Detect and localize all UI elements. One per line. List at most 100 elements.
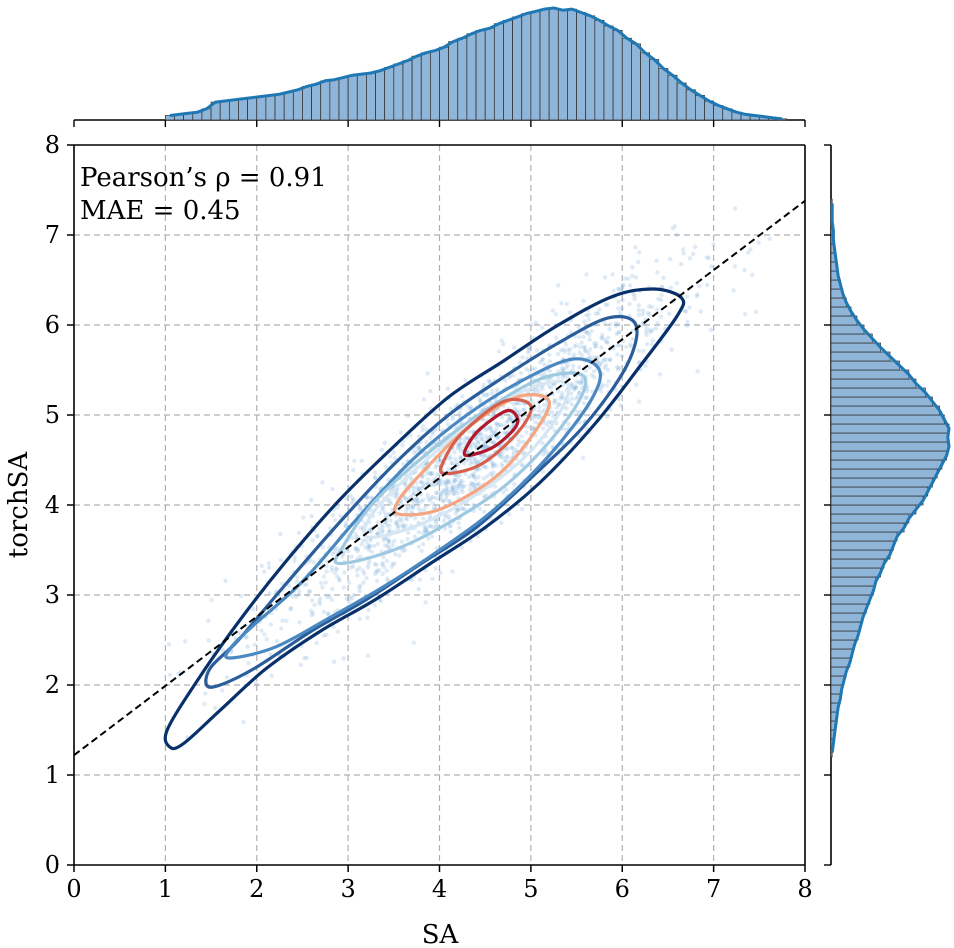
scatter-point [489,440,495,445]
scatter-point [455,446,461,451]
scatter-point [592,375,597,380]
scatter-point [461,506,466,512]
scatter-point [541,452,546,457]
scatter-point [358,583,363,588]
scatter-point [683,309,689,314]
scatter-point [457,525,462,531]
scatter-point [753,309,759,315]
scatter-point [533,320,539,325]
scatter-point [264,637,269,642]
scatter-point [427,523,432,529]
scatter-point [388,454,393,459]
scatter-point [182,639,188,644]
scatter-point [640,311,645,317]
scatter-point [298,662,303,668]
marginal-y-kde [830,203,951,753]
scatter-point [380,525,385,530]
scatter-point [414,496,420,501]
scatter-point [556,389,561,394]
scatter-point [481,382,487,387]
scatter-point [424,482,430,487]
scatter-point [530,426,535,431]
scatter-point [530,367,535,372]
scatter-point [480,457,485,462]
scatter-point [540,409,545,414]
scatter-point [529,322,534,327]
scatter-point [416,487,422,492]
scatter-point [586,312,592,317]
scatter-point [468,462,473,467]
scatter-point [349,554,354,559]
scatter-point [644,332,649,338]
scatter-point [433,520,439,526]
scatter-point [550,410,555,415]
scatter-point [419,480,424,485]
scatter-point [579,353,584,358]
marginal-x-bar [338,77,349,121]
scatter-point [580,455,586,460]
scatter-point [390,561,395,566]
scatter-point [343,524,349,529]
scatter-point [474,436,479,442]
axes [67,144,806,872]
marginal-x-bar [384,67,395,121]
scatter-point [461,440,467,445]
scatter-point [383,513,389,518]
y-tick-label: 0 [45,851,60,879]
scatter-point [619,306,625,311]
marginal-y-bar [830,378,917,389]
scatter-point [476,440,481,445]
scatter-point [464,435,470,441]
scatter-point [661,275,666,280]
scatter-point [451,485,456,490]
scatter-point [394,520,399,525]
scatter-point [656,296,661,302]
scatter-point [421,481,426,486]
scatter-point [633,245,638,250]
kde-contours [163,287,686,751]
marginal-x-bar [329,79,340,121]
scatter-point [637,250,642,255]
scatter-point [311,560,316,565]
scatter-point [441,518,447,524]
scatter-point [644,341,650,347]
scatter-point [602,365,607,370]
scatter-point [532,413,538,419]
scatter-point [431,483,436,488]
kde-contour-level-4 [333,371,588,566]
scatter-point [286,583,291,588]
scatter-point [471,482,476,487]
scatter-point [423,600,428,605]
marginal-x-bar [685,89,696,121]
scatter-point [417,577,423,582]
scatter-point [372,603,377,608]
marginal-x-bar [274,93,285,121]
scatter-point [475,467,480,472]
scatter-point [582,319,587,324]
scatter-point [518,440,523,445]
scatter-point [389,564,394,569]
scatter-point [444,480,449,486]
scatter-point [206,638,211,643]
scatter-point [433,566,438,571]
scatter-point [410,505,415,510]
scatter-point [434,463,439,468]
scatter-point [574,385,579,390]
marginal-x-bar [512,16,523,121]
marginal-y-bar [830,594,871,605]
scatter-point [507,375,512,380]
scatter-point [414,496,420,501]
scatter-point [494,463,499,468]
scatter-point [499,520,504,525]
scatter-point [604,340,610,345]
scatter-point [203,691,208,696]
scatter-point [393,495,398,500]
scatter-point [446,491,451,496]
scatter-point [606,379,611,384]
scatter-point [653,326,659,331]
scatter-point [352,458,357,463]
scatter-point [349,596,355,601]
scatter-point [565,374,570,380]
scatter-point [378,598,383,604]
scatter-point [584,312,589,318]
